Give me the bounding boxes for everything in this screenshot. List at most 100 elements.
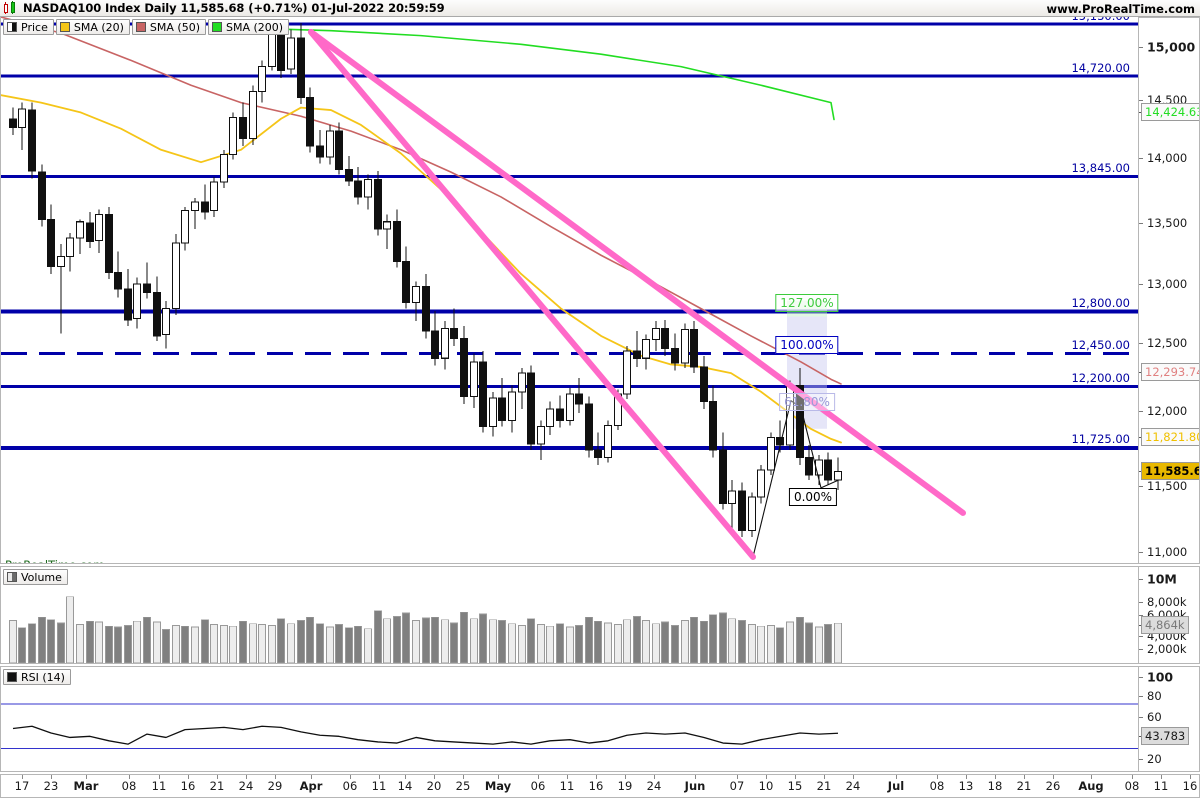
date-axis-tick (824, 775, 825, 779)
candlestick (210, 177, 218, 217)
volume-bar (364, 628, 372, 663)
price-axis-tick-label-5: 12,500 (1147, 336, 1188, 350)
legend-volume[interactable]: Volume (3, 569, 68, 585)
hline-price-label-2: 13,845.00 (1071, 161, 1130, 175)
volume-bar (297, 620, 305, 663)
date-axis-label-10: 06 (342, 779, 358, 793)
legend-rsi-label: RSI (14) (21, 670, 65, 684)
trendline-upper[interactable] (308, 29, 966, 516)
candlestick (297, 23, 305, 104)
date-axis-tick (1024, 775, 1025, 779)
volume-axis-tick-label-4: 2,000k (1147, 642, 1187, 656)
volume-panel[interactable]: Volume (0, 566, 1139, 664)
hline-price-label-5: 12,200.00 (1071, 371, 1130, 385)
price-axis-tick (1139, 100, 1143, 101)
volume-bar (38, 616, 46, 663)
fib-label-0: 127.00% (775, 294, 839, 312)
candlestick (623, 345, 631, 400)
price-axis-tick (1139, 284, 1143, 285)
price-axis-tick (1139, 343, 1143, 344)
sma20-swatch-icon (59, 22, 70, 32)
candlestick (86, 211, 94, 248)
candlestick (709, 385, 717, 458)
rsi-axis-tick (1139, 717, 1143, 718)
date-axis-tick (498, 775, 499, 779)
date-axis-label-24: 15 (787, 779, 803, 793)
date-axis-label-25: 21 (816, 779, 832, 793)
price-axis-tick-label-6: 12,000 (1147, 404, 1188, 418)
candlestick (805, 445, 813, 480)
candlestick (229, 112, 237, 160)
candlestick (575, 378, 583, 413)
volume-bar (642, 620, 650, 663)
watermark-label: ProRealTime.com (5, 558, 104, 563)
legend-rsi[interactable]: RSI (14) (3, 669, 71, 685)
volume-bar (374, 610, 382, 663)
fib-zigzag-guide (752, 399, 840, 558)
date-axis-tick (966, 775, 967, 779)
volume-bar (575, 624, 583, 663)
date-axis-label-15: May (484, 779, 512, 793)
price-axis[interactable]: 15,000 14,500 14,000 13,500 13,000 12,500 12,0… (1139, 17, 1200, 564)
date-axis-tick (350, 775, 351, 779)
date-axis-label-11: 11 (371, 779, 387, 793)
volume-axis-tick (1139, 615, 1143, 616)
candlestick (76, 219, 84, 255)
volume-bar (614, 624, 622, 663)
date-axis[interactable]: 17 23 Mar 08 11 16 21 24 29 Apr 06 11 14 20 25 May 06 11 1… (0, 774, 1200, 798)
sma50-swatch-icon (135, 22, 146, 32)
legend-price[interactable]: Price (3, 19, 54, 35)
volume-bar (133, 620, 141, 663)
date-axis-tick (246, 775, 247, 779)
candlestick (18, 102, 26, 150)
date-axis-tick (795, 775, 796, 779)
volume-axis[interactable]: 10M 8,000k 6,000k 4,000k 2,000k 4,864k (1139, 566, 1200, 664)
date-axis-label-35: 11 (1153, 779, 1169, 793)
title-bar: NASDAQ100 Index Daily 11,585.68 (+0.71%)… (0, 0, 1200, 17)
volume-bar (383, 618, 391, 663)
price-axis-tick-label-7: 11,500 (1147, 479, 1188, 493)
rsi-panel[interactable]: RSI (14) (0, 666, 1139, 772)
rsi-axis[interactable]: 100 80 60 20 43.783 (1139, 666, 1200, 772)
volume-bar (345, 627, 353, 663)
candlestick (258, 60, 266, 103)
rsi-chart-canvas (1, 703, 1138, 750)
candlestick (249, 85, 257, 145)
candlestick (66, 232, 74, 272)
price-chart-panel[interactable]: 15,130.00 14,720.00 13,845.00 12,800.00 12,4… (0, 17, 1139, 564)
volume-bar (181, 625, 189, 663)
legend-sma200[interactable]: SMA (200) (208, 19, 290, 35)
candlestick (335, 122, 343, 175)
date-axis-label-29: 13 (958, 779, 974, 793)
volume-bar (86, 620, 94, 663)
candlestick (38, 164, 46, 227)
volume-bar (805, 622, 813, 663)
trendline-lower[interactable] (308, 29, 756, 560)
volume-bar (210, 624, 218, 663)
volume-bar (335, 624, 343, 663)
volume-bar (470, 618, 478, 663)
date-axis-label-23: 10 (758, 779, 774, 793)
sma20-line (1, 94, 842, 444)
date-axis-label-14: 25 (455, 779, 471, 793)
legend-sma50[interactable]: SMA (50) (131, 19, 206, 35)
volume-bar (566, 626, 574, 663)
volume-axis-tick-label-1: 8,000k (1147, 595, 1187, 609)
price-axis-value-tag-3: 11,585.68 (1141, 462, 1199, 480)
price-axis-tick (1139, 552, 1143, 553)
volume-bar (786, 621, 794, 663)
volume-bar (402, 612, 410, 663)
date-axis-label-5: 16 (180, 779, 196, 793)
candlestick (326, 124, 334, 165)
legend-sma20[interactable]: SMA (20) (55, 19, 130, 35)
volume-bar (105, 625, 113, 663)
volume-bar (776, 627, 784, 663)
volume-bar (191, 626, 199, 663)
fib-label-1: 100.00% (775, 336, 839, 354)
volume-bar (652, 623, 660, 663)
volume-bar (738, 620, 746, 663)
candlestick (393, 209, 401, 268)
candlestick (354, 167, 362, 205)
candlestick (556, 395, 564, 428)
volume-bar (268, 624, 276, 663)
